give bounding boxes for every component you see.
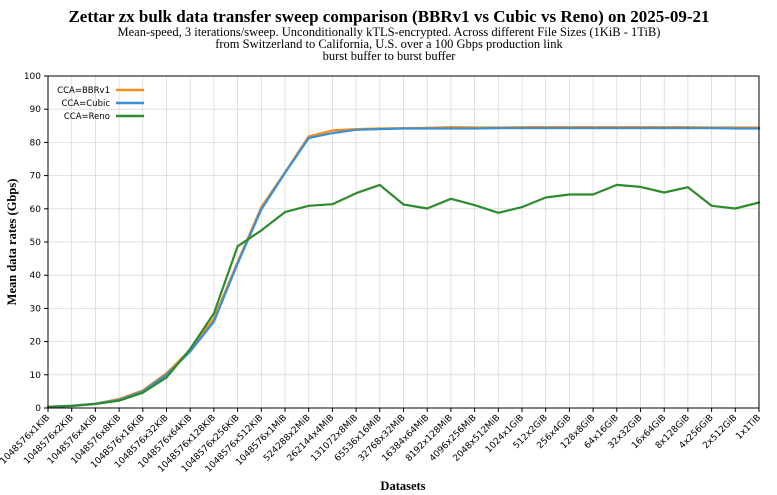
data-point [450, 197, 452, 200]
data-point [284, 211, 286, 214]
data-point [236, 262, 239, 265]
legend-label-2: CCA=Cubic [61, 99, 110, 109]
data-point [521, 206, 523, 209]
y-axis-label: Mean data rates (Gbps) [5, 179, 19, 306]
data-point [355, 128, 357, 131]
data-point [331, 129, 334, 132]
data-point [189, 348, 192, 350]
chart-subtitle-line-3: burst buffer to burst buffer [323, 49, 457, 63]
data-point [497, 127, 500, 130]
y-tick-label: 60 [30, 205, 42, 215]
data-point [687, 127, 689, 130]
data-point [378, 183, 381, 186]
data-point [307, 204, 310, 207]
y-tick-label: 100 [24, 72, 41, 82]
data-point [473, 204, 476, 207]
series-lines [46, 125, 761, 409]
data-point [331, 132, 334, 135]
x-tick-label: 1x1TiB [734, 413, 763, 442]
axes: 01020304050607080901001048576x1KiB104857… [0, 72, 763, 475]
data-point [402, 127, 405, 130]
data-point [710, 127, 713, 130]
legend: CCA=BBRv1 CCA=Cubic CCA=Reno [57, 86, 144, 122]
chart-title: Zettar zx bulk data transfer sweep compa… [68, 7, 709, 26]
data-point [710, 204, 713, 207]
data-point [663, 127, 666, 130]
data-point [165, 376, 168, 379]
y-tick-label: 50 [30, 238, 42, 248]
data-point [402, 203, 405, 206]
data-point [639, 127, 642, 130]
data-point [307, 135, 310, 138]
y-tick-label: 40 [30, 271, 42, 281]
x-axis-label: Datasets [380, 479, 425, 493]
data-point [521, 127, 523, 130]
data-point [592, 127, 594, 130]
data-point [141, 391, 144, 394]
y-tick-label: 10 [30, 371, 42, 381]
y-tick-label: 0 [35, 404, 41, 414]
data-point [70, 405, 73, 407]
data-point [568, 193, 571, 196]
data-point [426, 207, 429, 210]
data-point [331, 203, 334, 206]
data-point [94, 403, 97, 405]
y-tick-label: 90 [30, 105, 42, 115]
data-point [734, 207, 737, 210]
data-point [450, 127, 452, 130]
data-point [473, 127, 476, 130]
data-point [497, 211, 500, 214]
grid [47, 75, 760, 409]
data-point [687, 186, 689, 189]
chart-subtitle-line-2: from Switzerland to California, U.S. ove… [215, 37, 563, 51]
y-tick-label: 30 [30, 304, 42, 314]
data-point [639, 185, 642, 188]
data-point [544, 127, 547, 130]
data-point [118, 399, 120, 402]
y-tick-label: 80 [30, 138, 42, 148]
data-point [426, 127, 429, 130]
plot-frame [47, 75, 760, 409]
data-point [663, 191, 666, 194]
legend-label-3: CCA=Reno [64, 112, 110, 122]
data-point [355, 192, 357, 195]
data-point [236, 245, 239, 248]
data-point [544, 196, 547, 199]
y-tick-label: 20 [30, 338, 42, 348]
data-point [260, 229, 263, 232]
data-point [284, 172, 286, 174]
data-point [378, 128, 381, 131]
data-point [615, 127, 618, 130]
data-point [568, 127, 571, 130]
data-point [260, 208, 263, 211]
data-point [213, 320, 215, 323]
data-point [213, 312, 215, 315]
data-point [307, 137, 310, 139]
data-point [615, 183, 618, 186]
y-tick-label: 70 [30, 172, 42, 182]
chart-subtitle-line-1: Mean-speed, 3 iterations/sweep. Uncondit… [118, 25, 661, 39]
data-point [734, 127, 737, 130]
data-point [592, 193, 594, 196]
legend-label-1: CCA=BBRv1 [57, 86, 110, 96]
